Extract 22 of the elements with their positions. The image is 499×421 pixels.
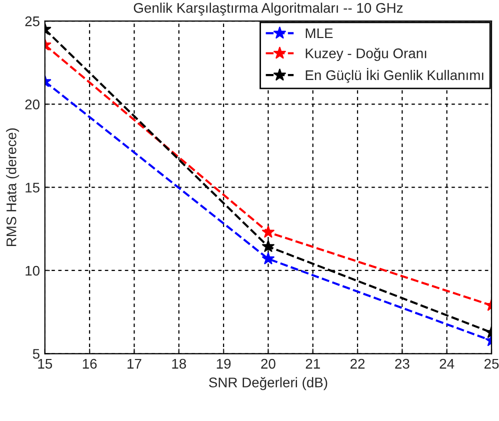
x-axis-title: SNR Değerleri (dB) bbox=[209, 377, 328, 390]
y-tick-label: 15 bbox=[26, 182, 40, 193]
legend-label: Kuzey - Doğu Oranı bbox=[306, 48, 426, 62]
x-tick-label: 17 bbox=[128, 359, 142, 369]
y-tick-label: 5 bbox=[32, 349, 40, 359]
x-tick-label: 21 bbox=[306, 358, 320, 369]
x-tick-label: 22 bbox=[350, 358, 365, 369]
x-tick-label: 19 bbox=[216, 358, 231, 369]
y-tick-label: 10 bbox=[26, 266, 40, 276]
legend-label: MLE bbox=[306, 28, 333, 38]
legend-label: En Güçlü İki Genlik Kullanımı bbox=[306, 68, 484, 83]
x-tick-label: 24 bbox=[440, 358, 454, 369]
x-tick-label: 18 bbox=[172, 358, 186, 369]
x-tick-label: 23 bbox=[395, 358, 410, 369]
x-tick-label: 16 bbox=[82, 358, 97, 369]
y-tick-label: 25 bbox=[25, 16, 40, 26]
y-axis-title: RMS Hata (derece) bbox=[6, 128, 20, 246]
chart-title: Genlik Karşılaştırma Algoritmaları -- 10 GHz bbox=[134, 2, 403, 16]
y-tick-label: 20 bbox=[25, 100, 40, 110]
x-tick-label: 20 bbox=[261, 358, 276, 369]
x-tick-label: 25 bbox=[484, 358, 499, 369]
x-tick-label: 15 bbox=[38, 359, 52, 369]
